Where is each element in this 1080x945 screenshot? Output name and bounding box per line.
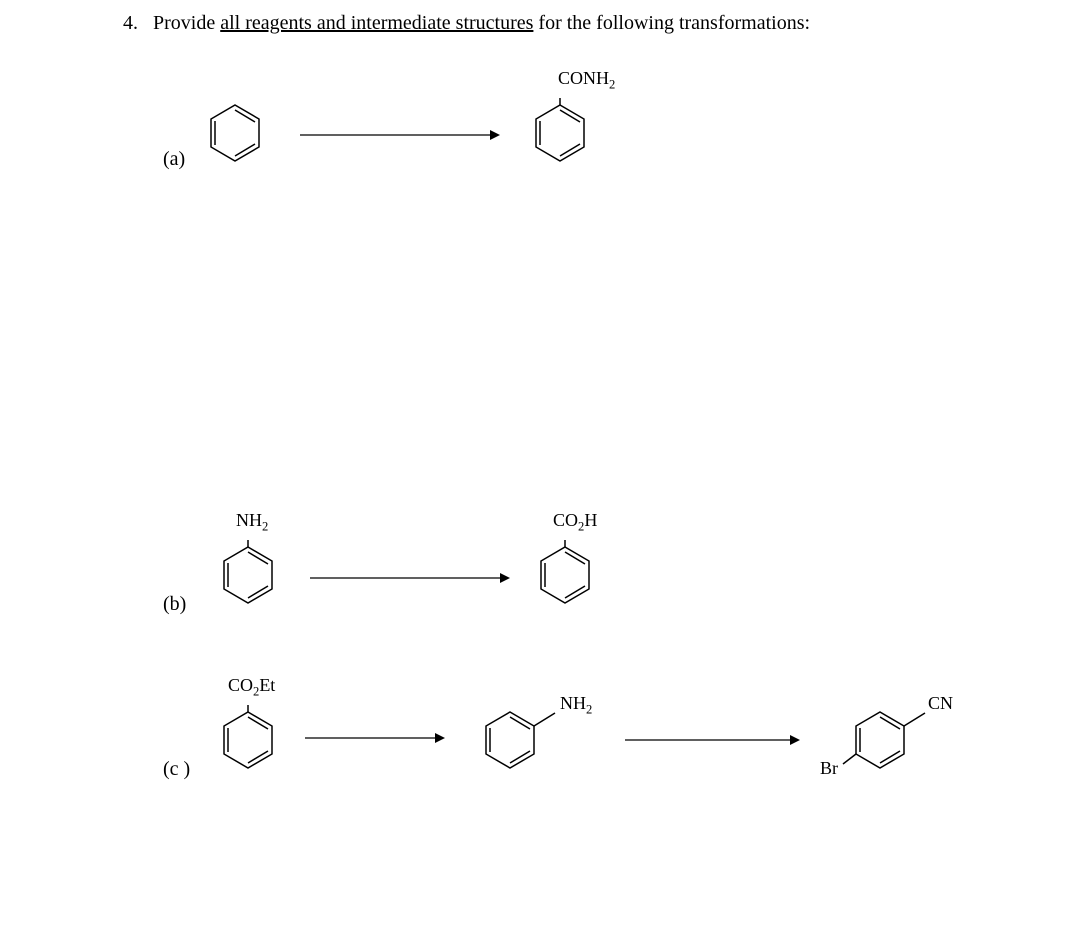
- arrow-c-1: [305, 728, 445, 748]
- part-b-label: (b): [163, 593, 186, 616]
- benzene-b-start: [213, 540, 283, 610]
- arrow-a: [300, 125, 500, 145]
- benzene-a-start: [200, 98, 270, 168]
- label-b-nh2: NH2: [236, 510, 268, 535]
- benzene-a-product: [525, 98, 595, 168]
- benzene-c-start: [213, 705, 283, 775]
- prompt-pre: Provide: [153, 12, 220, 34]
- part-a-label: (a): [163, 148, 185, 171]
- label-c-br: Br: [820, 758, 838, 779]
- question-number: 4.: [123, 12, 138, 34]
- label-a-conh2: CONH2: [558, 68, 615, 93]
- benzene-b-product: [530, 540, 600, 610]
- label-c-nh2: NH2: [560, 693, 592, 718]
- question-line: 4. Provide all reagents and intermediate…: [123, 12, 810, 35]
- arrow-b: [310, 568, 510, 588]
- arrow-c-2: [625, 730, 800, 750]
- prompt-underlined: all reagents and intermediate structures: [220, 12, 533, 34]
- label-c-co2et: CO2Et: [228, 675, 275, 700]
- part-c-label: (c ): [163, 758, 190, 781]
- prompt-post: for the following transformations:: [533, 12, 810, 34]
- label-c-cn: CN: [928, 693, 953, 714]
- label-b-co2h: CO2H: [553, 510, 597, 535]
